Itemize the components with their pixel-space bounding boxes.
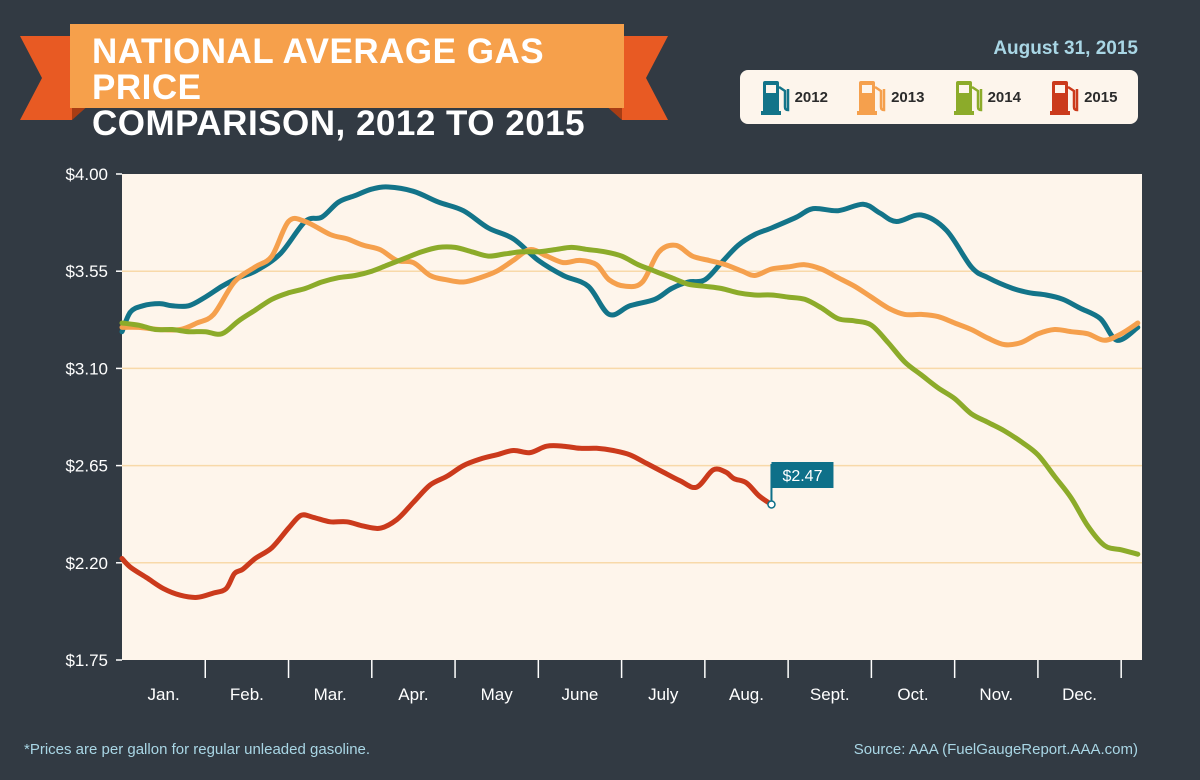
report-date: August 31, 2015 [993, 38, 1138, 59]
banner-right-tail [622, 36, 668, 120]
callout-box [771, 462, 834, 488]
x-tick-label: Dec. [1062, 685, 1097, 704]
gas-pump-icon [953, 81, 982, 115]
y-tick-label: $3.10 [65, 359, 108, 378]
series-line-2012 [119, 184, 1141, 343]
title-line-1: NATIONAL AVERAGE GAS PRICE [92, 32, 545, 107]
x-tick-label: Feb. [230, 685, 264, 704]
gas-pump-icon [1050, 81, 1079, 115]
legend-item-2015: 2015 [1050, 77, 1117, 117]
gas-pump-icon [857, 81, 886, 115]
x-tick-label: Oct. [897, 685, 928, 704]
y-tick-label: $1.75 [65, 651, 108, 670]
y-tick-label: $2.65 [65, 457, 108, 476]
series-line-2014 [119, 244, 1141, 557]
title-line-2: COMPARISON, 2012 TO 2015 [92, 104, 586, 143]
legend-label: 2014 [987, 88, 1021, 106]
callout-point [767, 500, 776, 509]
banner-main [70, 24, 624, 108]
legend-label: 2015 [1084, 88, 1118, 106]
x-tick-label: Mar. [314, 685, 347, 704]
gridlines [122, 270, 1142, 564]
legend-label: 2013 [891, 88, 925, 106]
x-tick-label: Jan. [148, 685, 180, 704]
footnote: *Prices are per gallon for regular unlea… [24, 741, 371, 758]
legend-item-2012: 2012 [760, 77, 828, 117]
x-tick-label: July [648, 685, 679, 704]
x-tick-label: May [481, 685, 514, 704]
x-tick-label: Nov. [979, 685, 1013, 704]
price-callout: $2.47 [767, 462, 834, 509]
series-line-2015 [119, 443, 774, 600]
legend-label: 2012 [794, 88, 828, 106]
line-chart: $1.75 $2.20 $2.65 $3.10 $3.55 $4.00 Jan. Feb. M… [65, 165, 1142, 704]
y-tick-label: $3.55 [65, 262, 108, 281]
legend-item-2014: 2014 [953, 77, 1021, 117]
y-tick-label: $2.20 [65, 554, 108, 573]
banner-left-tail [20, 36, 72, 120]
x-tick-labels: Jan. Feb. Mar. Apr. May June July Aug. Sept. Oct.… [148, 685, 1097, 704]
chart-legend: 2012 2013 2014 2015 [740, 70, 1138, 124]
x-tick-label: Aug. [729, 685, 764, 704]
series-line-2013 [119, 215, 1141, 348]
series-lines [119, 184, 1141, 600]
page-title: NATIONAL AVERAGE GAS PRICE COMPARISON, 2… [92, 34, 612, 142]
x-tick-label: June [562, 685, 599, 704]
y-tick-label: $4.00 [65, 165, 108, 184]
title-banner [20, 24, 668, 120]
x-tick-label: Sept. [810, 685, 850, 704]
callout-label: $2.47 [782, 468, 822, 485]
source-credit: Source: AAA (FuelGaugeReport.AAA.com) [853, 741, 1138, 758]
y-tick-labels: $1.75 $2.20 $2.65 $3.10 $3.55 $4.00 [65, 165, 122, 670]
x-tick-label: Apr. [398, 685, 428, 704]
legend-item-2013: 2013 [857, 77, 924, 117]
x-tick-marks [204, 660, 1122, 678]
gas-pump-icon [760, 81, 789, 115]
